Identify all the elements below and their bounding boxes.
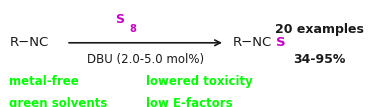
Text: metal-free: metal-free <box>9 75 79 88</box>
Text: R−NC: R−NC <box>9 36 49 49</box>
Text: R−NC: R−NC <box>232 36 272 49</box>
Text: DBU (2.0-5.0 mol%): DBU (2.0-5.0 mol%) <box>87 54 204 66</box>
Text: S: S <box>115 13 124 26</box>
Text: 20 examples: 20 examples <box>275 23 364 36</box>
Text: low E-factors: low E-factors <box>146 97 232 107</box>
Text: 8: 8 <box>130 24 136 33</box>
Text: lowered toxicity: lowered toxicity <box>146 75 252 88</box>
Text: S: S <box>276 36 285 49</box>
Text: green solvents: green solvents <box>9 97 108 107</box>
Text: 34-95%: 34-95% <box>293 53 345 66</box>
